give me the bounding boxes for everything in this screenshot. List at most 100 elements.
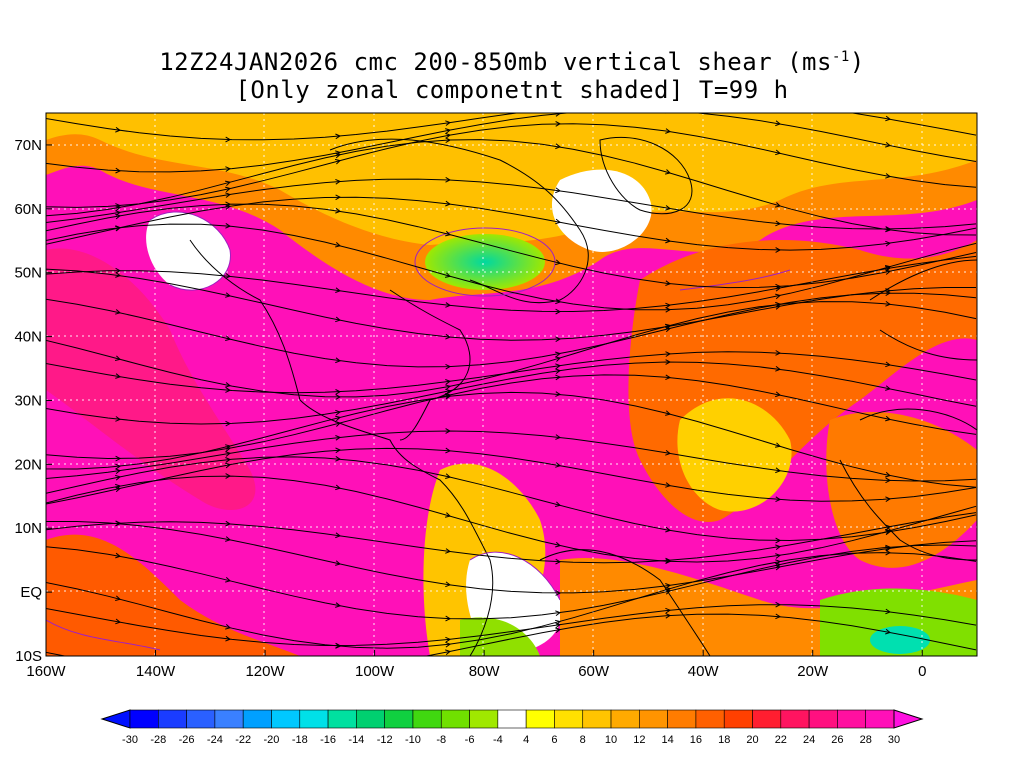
streamline-arrowhead (885, 300, 892, 307)
colorbar-label: 12 (633, 734, 645, 746)
streamline-arrowhead (555, 308, 562, 315)
colorbar-swatch (497, 709, 527, 729)
streamline-arrowhead (555, 259, 562, 266)
streamline-arrowhead (115, 483, 122, 490)
coastlines (189, 136, 977, 656)
x-tick-label: 140W (136, 663, 176, 680)
y-tick-label: EQ (20, 584, 42, 601)
streamline-arrowhead (445, 128, 452, 134)
colorbar-label: 16 (690, 734, 702, 746)
streamline-arrowhead (885, 628, 892, 635)
streamline-arrowhead (555, 298, 562, 305)
x-axis: 160W 140W 120W 100W 80W 60W 40W 20W 0 (26, 650, 926, 680)
streamline (46, 123, 977, 208)
streamline-arrowhead (335, 560, 342, 566)
streamline-arrowhead (335, 394, 342, 400)
streamline-arrowhead (665, 237, 672, 244)
streamline-arrowhead (885, 240, 892, 247)
streamline-arrowhead (555, 351, 562, 358)
streamline-arrowhead (665, 302, 672, 309)
colorbar: -30 -28 -26 -24 -22 -20 -18 -16 -14 -12 -10 -8 -6 -4 4… (100, 709, 924, 746)
streamline-arrowhead (445, 428, 452, 434)
streamline-arrowhead (665, 113, 668, 114)
streamline-arrowhead (335, 602, 342, 608)
streamline-arrowhead (665, 359, 672, 365)
colorbar-swatch (582, 709, 612, 729)
shading-south-cyan (870, 626, 930, 654)
streamline-arrowhead (335, 642, 342, 649)
streamline-arrowhead (115, 267, 122, 274)
streamline-arrowhead (225, 382, 232, 388)
streamline-arrowhead (775, 293, 782, 300)
streamline-arrowhead (335, 668, 340, 673)
y-tick-label: 20N (14, 456, 42, 473)
streamline (46, 552, 977, 649)
streamline-arrowhead (335, 357, 342, 364)
streamline-arrowhead (775, 613, 782, 620)
streamline-arrowhead (885, 549, 892, 556)
streamline-arrowhead (225, 192, 232, 198)
streamline-arrowhead (665, 326, 672, 333)
streamline (46, 475, 977, 563)
streamline-arrowhead (335, 152, 342, 159)
streamline-arrowhead (555, 374, 562, 381)
streamline-arrowhead (555, 391, 562, 397)
streamline-arrowhead (225, 451, 232, 457)
shading-sa-green (460, 617, 540, 656)
streamline-arrowhead (775, 301, 782, 308)
x-tick-label: 0 (918, 663, 926, 680)
streamline-arrowhead (445, 176, 452, 183)
grid-lines (46, 113, 977, 656)
streamline-arrowhead (335, 532, 342, 539)
streamline-arrowhead (115, 463, 122, 470)
streamline-arrowhead (115, 309, 122, 315)
streamline-arrowhead (445, 302, 452, 308)
streamline-arrowhead (775, 467, 782, 474)
streamline-arrowhead (775, 220, 782, 227)
colorbar-swatch (865, 709, 895, 729)
x-tick-label: 20W (797, 663, 829, 680)
streamline-arrowhead (885, 290, 892, 297)
streamline-arrowhead (775, 544, 782, 550)
colorbar-swatch (412, 709, 442, 729)
streamline-arrowhead (225, 166, 232, 172)
streamline-arrowhead (665, 583, 672, 589)
colorbar-label: -16 (320, 734, 336, 746)
streamline-arrowhead (225, 462, 232, 469)
colorbar-label: -8 (436, 734, 446, 746)
streamline-arrowhead (775, 120, 782, 127)
streamline-arrowhead (225, 136, 232, 143)
streamline (46, 544, 977, 620)
streamline-arrowhead (555, 434, 562, 440)
streamline-arrowhead (555, 368, 562, 374)
streamline-arrowhead (885, 471, 892, 478)
shading-green-blob (425, 234, 545, 290)
streamline-arrowhead (555, 622, 562, 628)
streamline-arrowhead (335, 194, 342, 201)
streamline-arrowhead (335, 447, 342, 454)
colorbar-swatch (639, 709, 668, 729)
streamline-arrowhead (445, 230, 452, 237)
streamline-arrowhead (665, 128, 672, 134)
streamline-arrowhead (115, 520, 122, 527)
streamline-arrowhead (335, 415, 342, 422)
chart-title-line2: [Only zonal componetnt shaded] T=99 h (235, 76, 789, 104)
streamline-arrowhead (335, 207, 342, 214)
colorbar-label: -18 (292, 734, 308, 746)
streamline-arrowhead (445, 581, 452, 588)
streamline-arrowhead (554, 501, 562, 507)
streamline-arrowhead (775, 350, 782, 356)
streamline-arrowhead (665, 557, 672, 564)
shading-white-patch (551, 169, 652, 252)
streamline-arrowhead (115, 213, 122, 220)
streamline-arrowhead (225, 273, 232, 279)
colorbar-swatch (327, 709, 357, 729)
shading-white-west (146, 211, 231, 291)
streamline-arrowhead (666, 97, 670, 102)
streamline-arrowhead (445, 379, 452, 385)
streamline-arrowhead (665, 482, 672, 488)
colorbar-label: -10 (405, 734, 421, 746)
streamline (46, 351, 977, 394)
streamline-arrowhead (115, 225, 122, 231)
streamline-arrowhead (885, 415, 892, 422)
